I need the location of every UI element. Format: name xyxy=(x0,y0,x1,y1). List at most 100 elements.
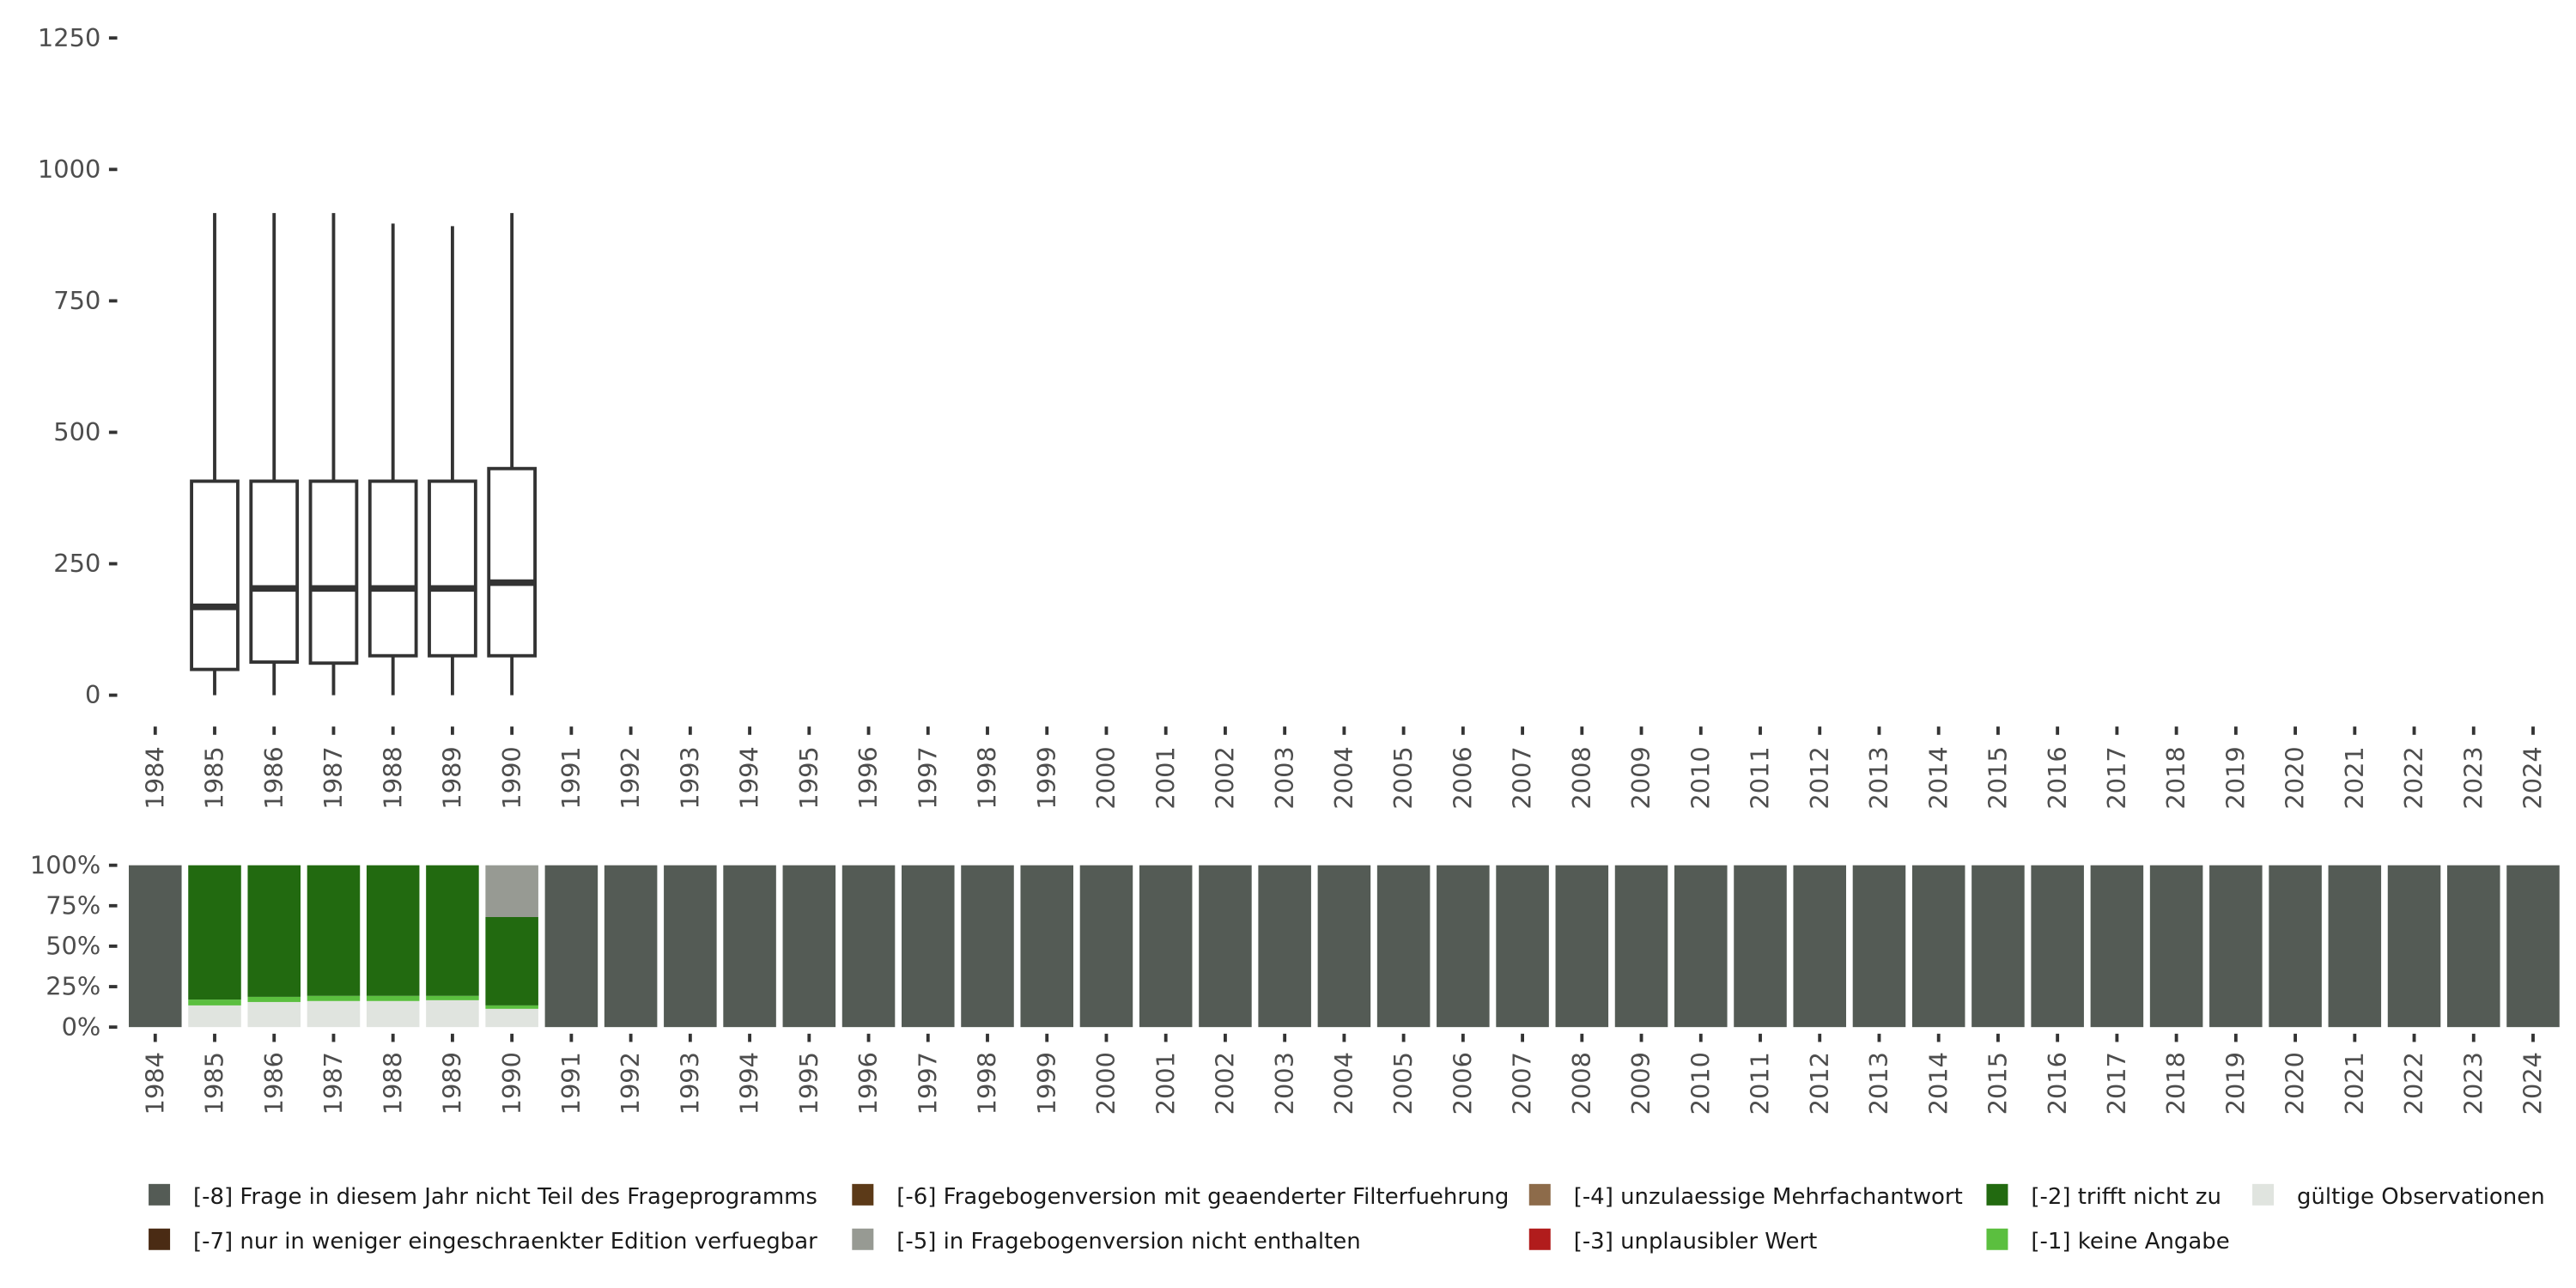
legend-label: [-4] unzulaessige Mehrfachantwort xyxy=(1574,1184,1963,1210)
bar-segment-1997-m8 xyxy=(902,865,955,1028)
bar-segment-2001-m8 xyxy=(1139,865,1193,1028)
x-tick-label: 2016 xyxy=(2043,1052,2072,1115)
x-tick-label: 2003 xyxy=(1270,746,1299,809)
legend-swatch xyxy=(1528,1183,1551,1206)
box-iqr xyxy=(190,479,240,671)
x-tick-label: 1988 xyxy=(378,1052,407,1115)
x-tick-label: 2012 xyxy=(1805,746,1834,809)
bar-segment-2018-m8 xyxy=(2149,865,2203,1028)
bar-segment-1995-m8 xyxy=(782,865,836,1028)
bar-segment-1991-m8 xyxy=(544,865,598,1028)
legend-item-m2: [-2] trifft nicht zu xyxy=(1986,1183,2221,1210)
x-tick-label: 1999 xyxy=(1032,746,1061,809)
x-tick-label: 1998 xyxy=(973,1052,1002,1115)
legend: [-8] Frage in diesem Jahr nicht Teil des… xyxy=(149,1183,2545,1255)
x-tick-label: 1985 xyxy=(200,1052,229,1115)
bar-segment-2008-m8 xyxy=(1555,865,1609,1028)
bar-segment-2020-m8 xyxy=(2269,865,2322,1028)
bar-segment-1985-m2 xyxy=(188,865,241,1000)
bar-segment-1988-m2 xyxy=(366,865,420,996)
x-tick-label: 1993 xyxy=(675,746,704,809)
bar-segment-1989-valid xyxy=(426,999,479,1028)
x-tick-label: 2008 xyxy=(1567,1052,1596,1115)
box-1985 xyxy=(190,213,240,696)
x-tick-label: 2005 xyxy=(1388,1052,1418,1115)
bar-segment-1998-m8 xyxy=(961,865,1014,1028)
x-tick-label: 1987 xyxy=(319,746,348,809)
legend-label: gültige Observationen xyxy=(2297,1184,2545,1210)
bar-segment-2003-m8 xyxy=(1258,865,1311,1028)
x-tick-label: 2023 xyxy=(2458,1052,2488,1115)
bar-segment-2010-m8 xyxy=(1674,865,1728,1028)
legend-item-m8: [-8] Frage in diesem Jahr nicht Teil des… xyxy=(149,1183,817,1210)
legend-label: [-2] trifft nicht zu xyxy=(2031,1184,2221,1210)
x-tick-label: 1996 xyxy=(854,746,883,809)
x-tick-label: 2006 xyxy=(1448,746,1477,809)
legend-swatch xyxy=(149,1228,171,1250)
y-tick-label: 1000 xyxy=(38,155,100,184)
legend-label: [-5] in Fragebogenversion nicht enthalte… xyxy=(896,1229,1360,1255)
bar-segment-1993-m8 xyxy=(664,865,717,1028)
x-tick-label: 1989 xyxy=(438,746,467,809)
x-tick-label: 2016 xyxy=(2043,746,2072,809)
legend-label: [-8] Frage in diesem Jahr nicht Teil des… xyxy=(193,1184,817,1210)
x-tick-label: 2018 xyxy=(2161,746,2190,809)
x-tick-label: 1990 xyxy=(497,746,526,809)
bar-segment-1996-m8 xyxy=(841,865,896,1028)
x-tick-label: 1991 xyxy=(556,746,586,809)
y-tick-label: 0% xyxy=(62,1012,101,1042)
box-iqr xyxy=(368,479,418,658)
legend-item-valid: gültige Observationen xyxy=(2252,1183,2545,1210)
x-tick-label: 1995 xyxy=(794,746,823,809)
bar-segment-2024-m8 xyxy=(2506,865,2560,1028)
bar-segment-2017-m8 xyxy=(2090,865,2144,1028)
box-iqr xyxy=(428,479,477,658)
legend-label: [-3] unplausibler Wert xyxy=(1574,1229,1818,1255)
x-tick-label: 2020 xyxy=(2281,746,2310,809)
x-tick-label: 1984 xyxy=(140,1052,169,1115)
x-tick-label: 1994 xyxy=(735,746,764,809)
stacked-bar-panel: 0% 25% 50% 75% 100% 1984 1985 1986 1987 1988 1989 1… xyxy=(30,850,2560,1115)
x-tick-label: 2010 xyxy=(1686,746,1715,809)
bar-segment-1989-m2 xyxy=(426,865,479,996)
bar-segment-1986-valid xyxy=(247,1001,301,1028)
bar-segment-1988-m1 xyxy=(366,995,420,1001)
box-1988 xyxy=(368,223,418,696)
bar-segment-1989-m1 xyxy=(426,995,479,1000)
bar-segment-1986-m1 xyxy=(247,996,301,1002)
box-iqr xyxy=(249,479,300,664)
bar-segment-1986-m2 xyxy=(247,865,301,997)
legend-swatch xyxy=(1528,1228,1551,1250)
x-tick-label: 2017 xyxy=(2102,746,2131,809)
x-tick-label: 2022 xyxy=(2399,1052,2428,1115)
x-tick-label: 2013 xyxy=(1864,1052,1893,1115)
x-tick-label: 2001 xyxy=(1151,1052,1180,1115)
x-tick-label: 1987 xyxy=(319,1052,348,1115)
x-tick-label: 2010 xyxy=(1686,1052,1715,1115)
bar-segment-2000-m8 xyxy=(1079,865,1133,1028)
x-tick-label: 2012 xyxy=(1805,1052,1834,1115)
legend-item-m4: [-4] unzulaessige Mehrfachantwort xyxy=(1528,1183,1963,1210)
x-tick-label: 1989 xyxy=(438,1052,467,1115)
x-tick-label: 2019 xyxy=(2221,746,2250,809)
legend-swatch xyxy=(852,1228,874,1250)
x-tick-label: 2007 xyxy=(1508,746,1537,809)
bar-segment-1984-m8 xyxy=(129,865,182,1028)
legend-item-m1: [-1] keine Angabe xyxy=(1986,1228,2230,1255)
box-1987 xyxy=(308,213,359,696)
x-tick-label: 1990 xyxy=(497,1052,526,1115)
x-tick-label: 2013 xyxy=(1864,746,1893,809)
x-tick-label: 1986 xyxy=(259,1052,289,1115)
x-tick-label: 2015 xyxy=(1984,746,2013,809)
x-tick-label: 1999 xyxy=(1032,1052,1061,1115)
bar-segment-1988-valid xyxy=(366,1000,420,1028)
x-tick-label: 2002 xyxy=(1211,746,1240,809)
legend-swatch xyxy=(852,1183,874,1206)
y-tick-label: 75% xyxy=(46,890,100,920)
x-tick-label: 1997 xyxy=(913,746,942,809)
bar-segment-2011-m8 xyxy=(1734,865,1787,1028)
box-iqr xyxy=(487,466,537,658)
bar-segment-1990-m5 xyxy=(485,865,538,917)
box-1990 xyxy=(487,213,537,696)
